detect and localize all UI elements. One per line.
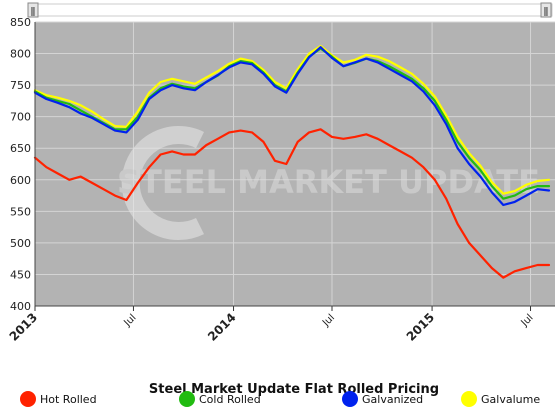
range-handle-left[interactable] [27,2,39,18]
range-scroller[interactable]: ǁ ǁ [27,2,553,18]
x-tick-label-year: 2015 [404,310,438,344]
legend-item-cold-rolled[interactable]: Cold Rolled [179,391,261,407]
x-tick-label-year: 2014 [205,310,239,344]
y-tick-label: 800 [10,48,31,61]
x-tick-label-month: Jul [122,312,139,329]
legend-item-galvalume[interactable]: Galvalume [461,391,540,407]
legend-item-galvanized[interactable]: Galvanized [342,391,423,407]
chart-title: Steel Market Update Flat Rolled Pricing [149,382,439,397]
x-tick-label-month: Jul [519,312,536,329]
legend-item-hot-rolled[interactable]: Hot Rolled [20,391,97,407]
range-handle-right-glyph: ǁ [544,6,549,17]
x-tick-label-month: Jul [320,312,337,329]
legend-marker [461,391,477,407]
legend-marker [20,391,36,407]
legend-label: Galvanized [362,393,423,406]
legend-label: Cold Rolled [199,393,261,406]
watermark-logo-arc [121,126,204,240]
y-tick-label: 650 [10,142,31,155]
series-line-galvalume [33,44,551,195]
series-line-hot-rolled [33,128,551,279]
legend-label: Hot Rolled [40,393,97,406]
y-tick-label: 450 [10,268,31,281]
legend: Hot Rolled Cold Rolled Galvanized Galvalume [20,391,540,407]
y-tick-label: 750 [10,79,31,92]
range-scroller-track[interactable] [27,3,553,17]
y-tick-label: 700 [10,111,31,124]
legend-label: Galvalume [481,393,540,406]
watermark: STEEL MARKET UPDATE [117,126,540,240]
range-handle-left-glyph: ǁ [31,6,36,17]
y-tick-label: 550 [10,205,31,218]
series-line-galvanized [33,46,551,207]
watermark-text: STEEL MARKET UPDATE [117,163,540,201]
legend-marker [342,391,358,407]
y-tick-label: 850 [10,16,31,29]
y-tick-label: 400 [10,300,31,313]
legend-marker [179,391,195,407]
range-handle-right[interactable] [540,2,552,18]
series-lines [33,44,551,279]
y-tick-label: 600 [10,174,31,187]
x-tick-label-year: 2013 [7,310,41,344]
y-tick-label: 500 [10,237,31,250]
